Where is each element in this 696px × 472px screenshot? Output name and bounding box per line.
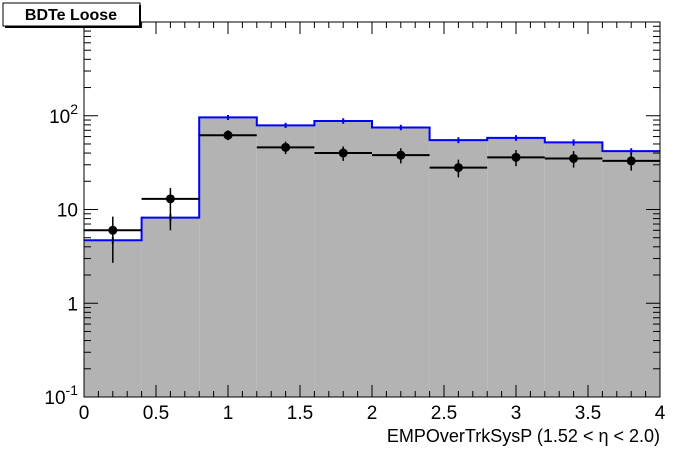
histogram-bar — [429, 140, 488, 397]
histogram-bar — [84, 240, 142, 397]
mc-histogram-layer — [84, 114, 660, 398]
histogram-bar — [199, 117, 257, 397]
x-tick-label: 2.5 — [431, 403, 457, 424]
data-point — [569, 153, 579, 163]
histogram-bar — [544, 142, 603, 397]
chart-title-box: BDTe Loose — [2, 2, 141, 28]
x-tick-label: 3.5 — [575, 403, 601, 424]
x-tick-label: 3 — [511, 403, 522, 424]
y-tick-label: 102 — [49, 101, 78, 128]
y-tick-label: 10 — [57, 201, 78, 222]
x-tick-label: 0.5 — [143, 403, 169, 424]
data-point — [338, 148, 348, 158]
data-point — [223, 130, 233, 140]
histogram-bar — [141, 217, 200, 397]
x-tick-label: 2 — [367, 403, 378, 424]
y-tick-label: 1 — [67, 294, 78, 315]
x-tick-label: 1 — [223, 403, 234, 424]
x-axis-title: EMPOverTrkSysP (1.52 < η < 2.0) — [387, 426, 660, 446]
histogram-bar — [372, 127, 430, 397]
data-point — [281, 142, 291, 152]
histogram-bar — [314, 120, 372, 398]
histogram-bar — [256, 125, 315, 397]
x-tick-label: 4 — [655, 403, 666, 424]
chart-title: BDTe Loose — [25, 7, 117, 24]
histogram-bar — [602, 151, 660, 397]
data-points-layer — [84, 130, 660, 263]
data-point — [511, 152, 521, 162]
data-point — [108, 225, 118, 235]
x-tick-label: 0 — [79, 403, 90, 424]
y-tick-label: 10-1 — [44, 382, 78, 409]
data-point — [626, 156, 636, 166]
data-point — [396, 150, 406, 160]
x-tick-label: 1.5 — [287, 403, 313, 424]
axes-layer: 0 0.5 1 1.5 2 2.5 3 3.5 4 10-1 1 10 102 — [44, 21, 666, 424]
histogram-outline — [84, 116, 660, 242]
data-point — [165, 194, 175, 204]
data-point — [453, 163, 463, 173]
histogram-bar — [487, 137, 545, 397]
